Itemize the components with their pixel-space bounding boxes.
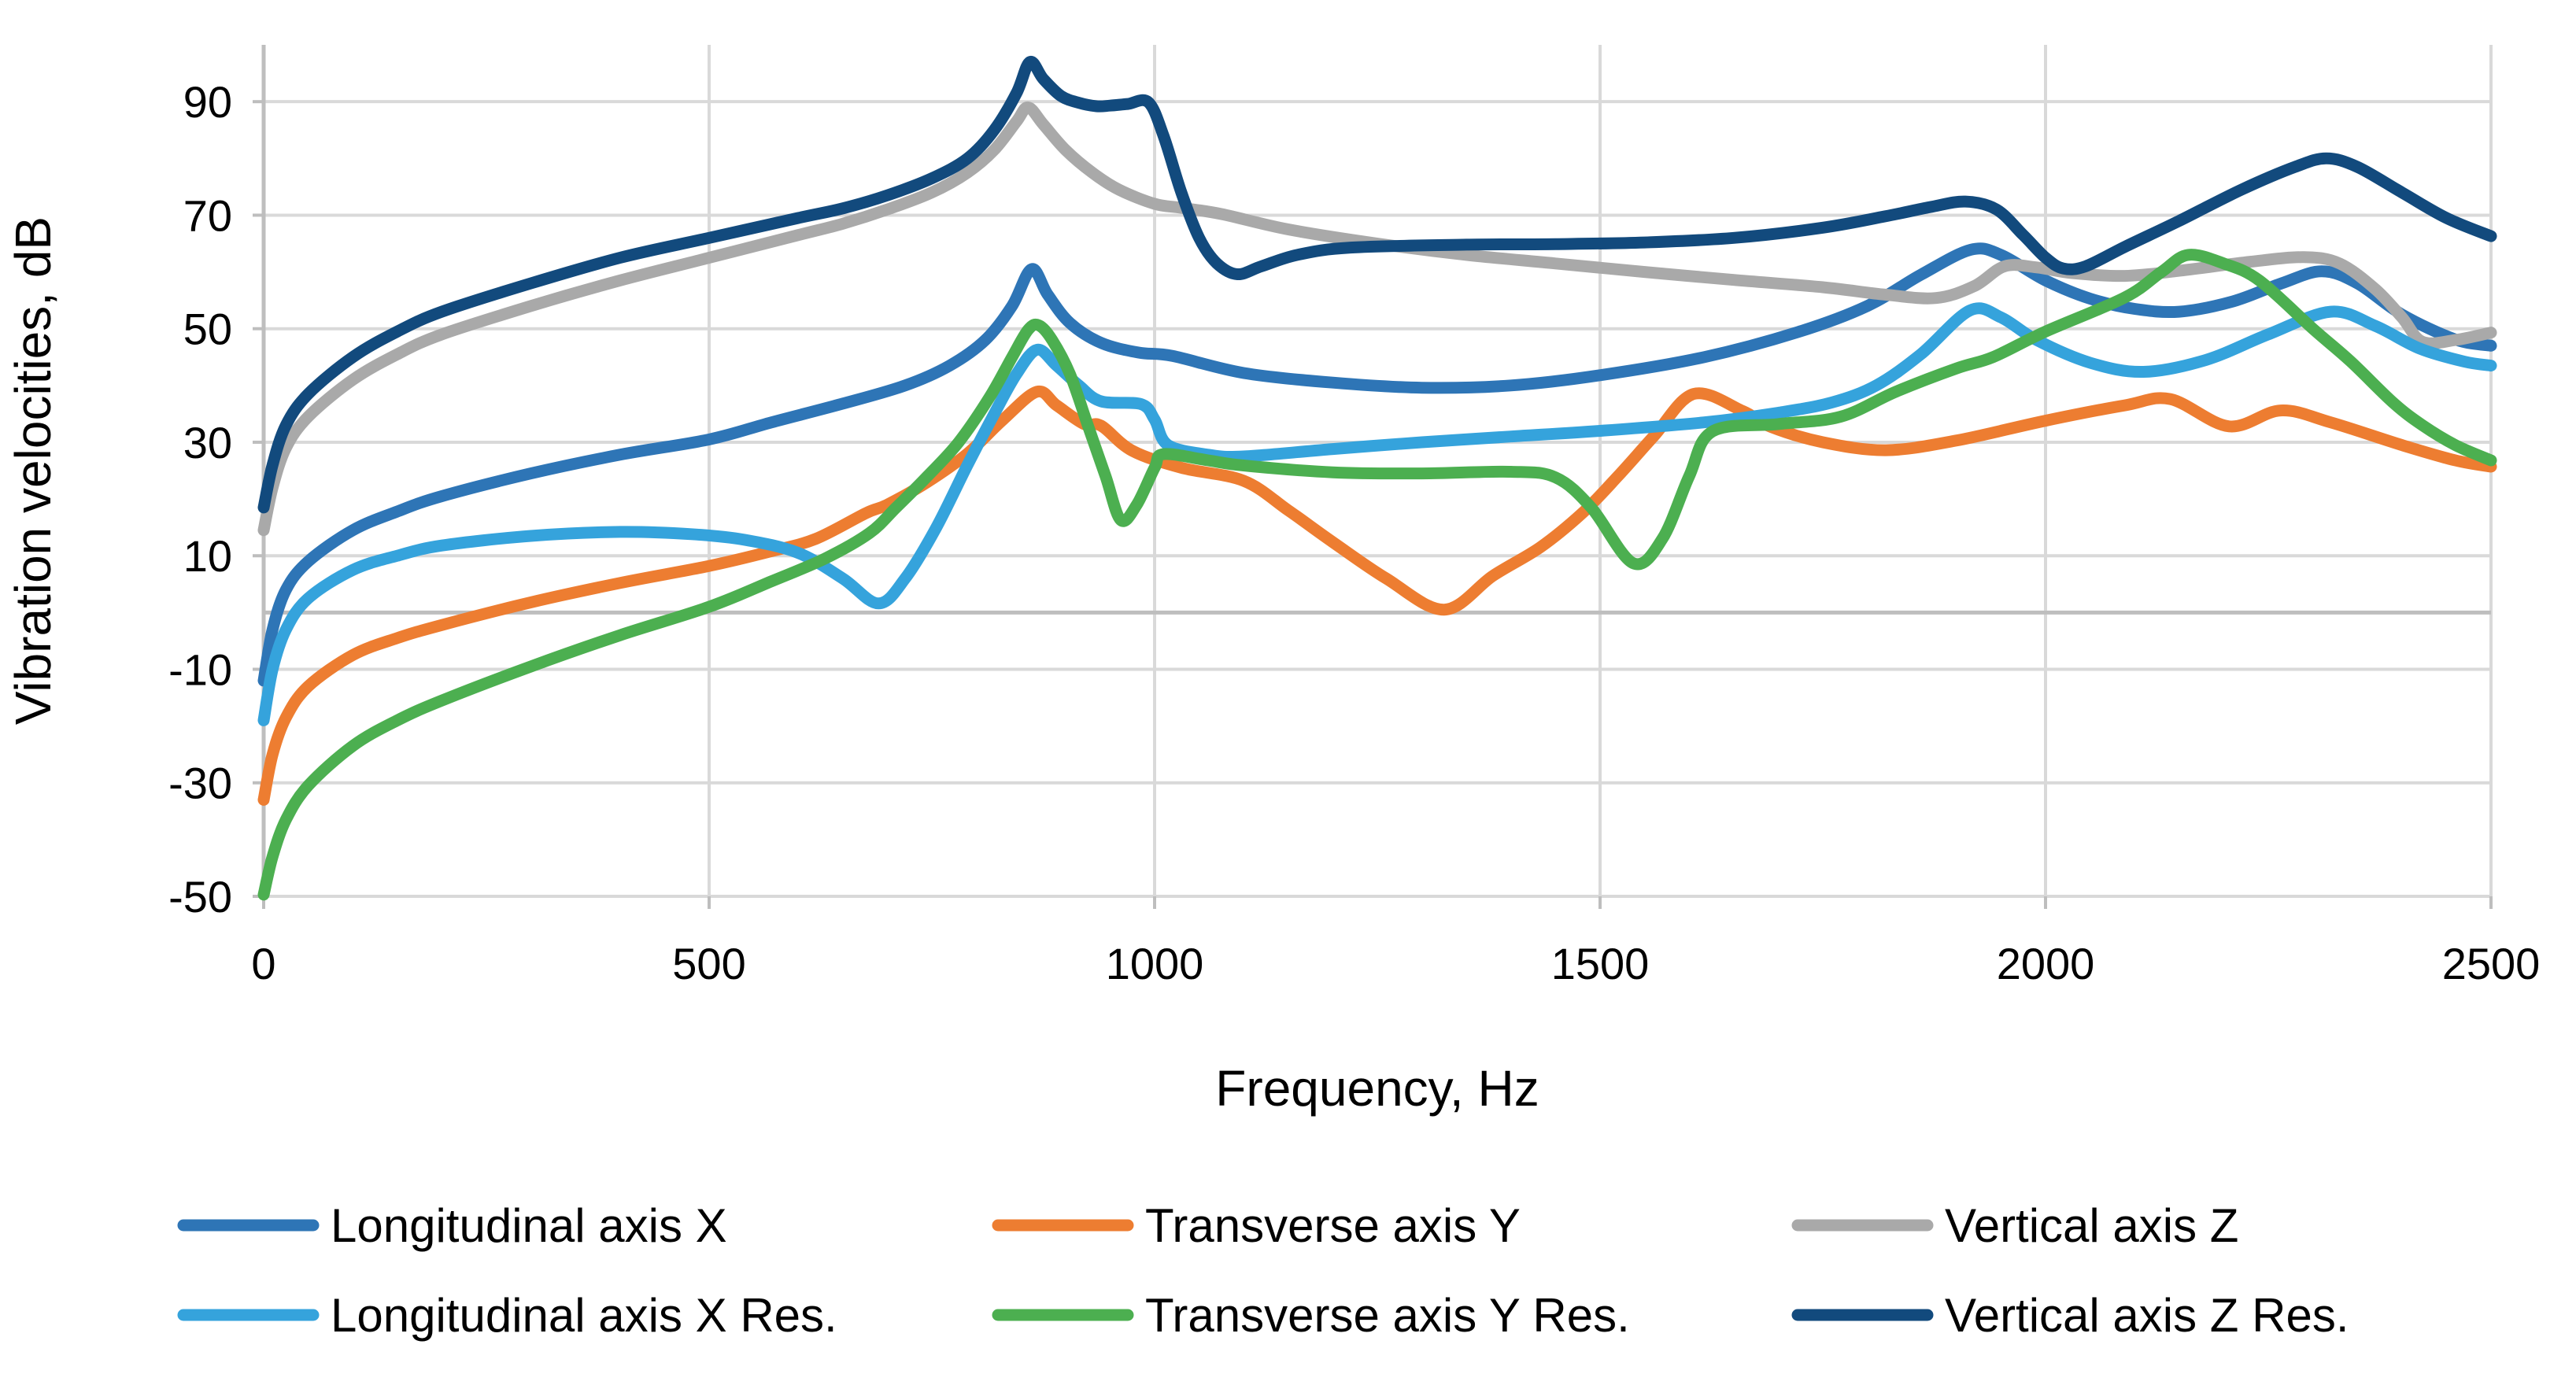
legend-label: Vertical axis Z Res. <box>1945 1289 2349 1342</box>
series-line-vertical-axis-z <box>257 101 2497 537</box>
x-tick-label: 0 <box>251 939 275 988</box>
y-tick-label: -30 <box>168 759 232 808</box>
legend-item-vertical-axis-z: Vertical axis Z <box>1791 1199 2238 1252</box>
x-tick-label: 2500 <box>2442 939 2541 988</box>
axis-titles: Frequency, Hz Vibration velocities, dB <box>5 216 1539 1117</box>
series-line-longitudinal-axis-x-res <box>257 302 2497 726</box>
axis-labels: 90 70 50 30 10 -10 -30 -50 0 500 1000 1500 2000 2500 <box>168 77 2540 988</box>
series-lines <box>257 55 2497 901</box>
y-tick-label: -10 <box>168 645 232 694</box>
series-line-transverse-axis-y-res <box>257 249 2497 901</box>
y-tick-label: 90 <box>183 77 232 127</box>
y-tick-label: 50 <box>183 305 232 354</box>
legend-label: Transverse axis Y Res. <box>1145 1289 1630 1342</box>
x-axis-title: Frequency, Hz <box>1215 1060 1539 1117</box>
legend-label: Transverse axis Y <box>1145 1199 1521 1252</box>
axis-lines <box>253 45 2493 909</box>
legend-item-longitudinal-axis-x-res: Longitudinal axis X Res. <box>177 1289 837 1342</box>
series-line-transverse-axis-y <box>257 385 2497 806</box>
x-tick-label: 500 <box>672 939 745 988</box>
legend-item-transverse-axis-y-res: Transverse axis Y Res. <box>992 1289 1630 1342</box>
y-tick-label: -50 <box>168 872 232 922</box>
y-tick-label: 10 <box>183 531 232 581</box>
legend-label: Longitudinal axis X Res. <box>331 1289 837 1342</box>
legend-item-vertical-axis-z-res: Vertical axis Z Res. <box>1791 1289 2349 1342</box>
legend-label: Longitudinal axis X <box>331 1199 727 1252</box>
x-tick-label: 1000 <box>1106 939 1204 988</box>
x-tick-label: 2000 <box>1997 939 2095 988</box>
legend-item-transverse-axis-y: Transverse axis Y <box>992 1199 1521 1252</box>
legend-label: Vertical axis Z <box>1945 1199 2238 1252</box>
x-tick-label: 1500 <box>1551 939 1650 988</box>
y-tick-label: 30 <box>183 418 232 467</box>
y-axis-title: Vibration velocities, dB <box>5 216 61 725</box>
legend-item-longitudinal-axis-x: Longitudinal axis X <box>177 1199 727 1252</box>
y-tick-label: 70 <box>183 190 232 240</box>
legend: Longitudinal axis X Transverse axis Y Vert… <box>177 1199 2349 1342</box>
series-line-longitudinal-axis-x <box>257 242 2497 687</box>
series-line-vertical-axis-z-res <box>257 55 2497 514</box>
